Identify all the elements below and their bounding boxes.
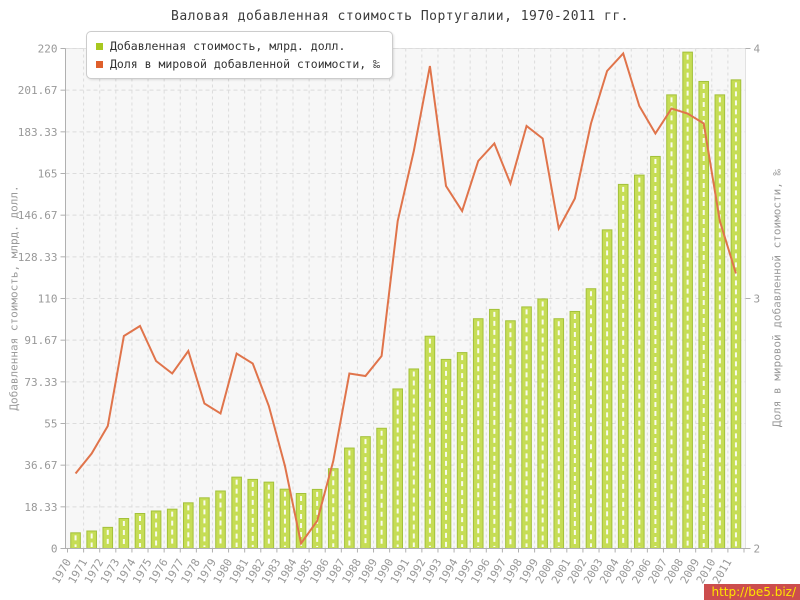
- watermark-link[interactable]: http://be5.biz/: [704, 584, 800, 600]
- chart-title: Валовая добавленная стоимость Португалии…: [171, 9, 629, 24]
- left-tick-18.33: 18.33: [24, 501, 57, 514]
- share-line: [74, 51, 737, 546]
- bar-swatch: [96, 42, 103, 50]
- left-tick-73.33: 73.33: [24, 376, 57, 389]
- left-tick-146.67: 146.67: [18, 209, 58, 222]
- right-tick-3: 3: [754, 293, 761, 306]
- legend-item-1: Доля в мировой добавленной стоимости, ‰: [96, 55, 380, 73]
- right-axis-title: Доля в мировой добавленной стоимости, ‰: [770, 168, 784, 428]
- right-tick-4: 4: [754, 43, 761, 56]
- left-tick-220: 220: [38, 43, 58, 56]
- tick-labels: 0 18.33 36.67 55 73.33 91.67 110 128.33 146.67 16…: [18, 43, 761, 586]
- horizontal-gridlines: [65, 48, 746, 508]
- left-tick-91.67: 91.67: [24, 334, 57, 347]
- left-tick-36.67: 36.67: [24, 459, 57, 472]
- legend-item-0: Добавленная стоимость, млрд. долл.: [96, 37, 380, 55]
- left-tick-0: 0: [51, 543, 58, 556]
- left-tick-128.33: 128.33: [18, 251, 58, 264]
- legend-label: Добавленная стоимость, млрд. долл.: [110, 39, 346, 53]
- left-tick-201.67: 201.67: [18, 84, 58, 97]
- left-axis-title: Добавленная стоимость, млрд. долл.: [7, 185, 21, 411]
- legend-box: Добавленная стоимость, млрд. долл. Доля в…: [86, 31, 394, 79]
- left-tick-165: 165: [38, 168, 58, 181]
- bar-1991: [408, 368, 420, 550]
- legend-label: Доля в мировой добавленной стоимости, ‰: [110, 57, 381, 71]
- line-swatch: [96, 60, 103, 68]
- left-tick-183.33: 183.33: [18, 126, 58, 139]
- bars-series: [70, 51, 742, 550]
- left-tick-55: 55: [44, 418, 57, 431]
- left-tick-110: 110: [38, 293, 58, 306]
- right-tick-2: 2: [754, 543, 761, 556]
